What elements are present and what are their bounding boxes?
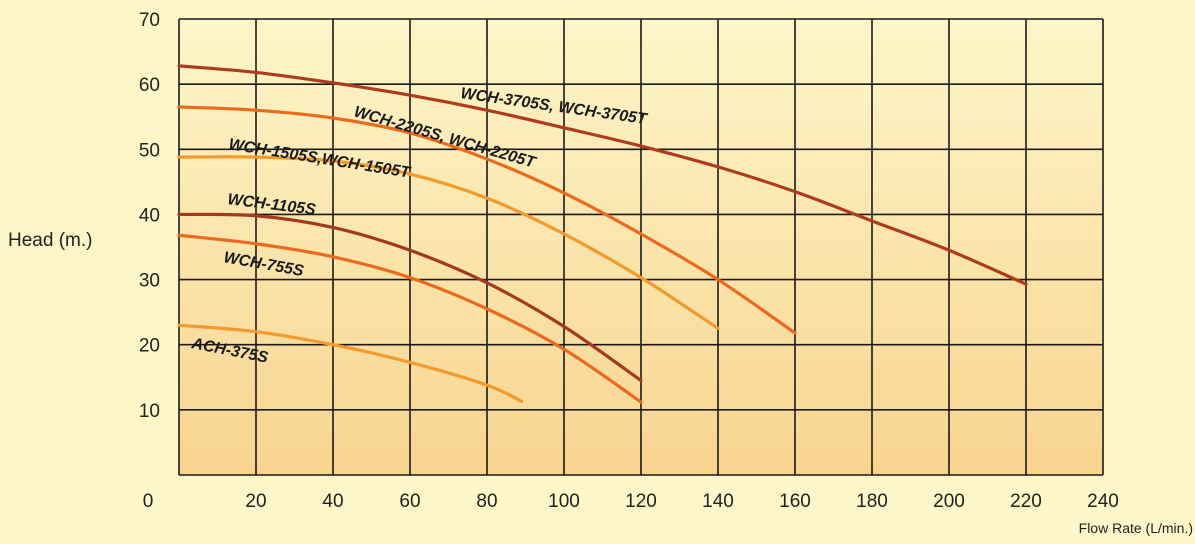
y-tick-label: 60 bbox=[139, 75, 160, 96]
x-tick-label: 100 bbox=[548, 491, 580, 512]
y-axis-label: Head (m.) bbox=[8, 230, 92, 251]
y-tick-label: 50 bbox=[139, 140, 160, 161]
y-tick-label: 30 bbox=[139, 271, 160, 292]
y-tick-label: 40 bbox=[139, 205, 160, 226]
y-tick-label: 70 bbox=[139, 10, 160, 31]
x-tick-label: 120 bbox=[625, 491, 657, 512]
x-tick-label: 240 bbox=[1087, 491, 1119, 512]
x-tick-label: 200 bbox=[933, 491, 965, 512]
series-line bbox=[177, 212, 643, 383]
x-tick-label: 60 bbox=[399, 491, 420, 512]
x-tick-label: 0 bbox=[143, 491, 154, 512]
x-axis-label: Flow Rate (L/min.) bbox=[1079, 520, 1193, 536]
x-tick-label: 140 bbox=[702, 491, 734, 512]
series-line bbox=[177, 323, 524, 403]
series-line bbox=[177, 105, 797, 335]
x-tick-label: 220 bbox=[1010, 491, 1042, 512]
x-tick-label: 180 bbox=[856, 491, 888, 512]
grid bbox=[178, 18, 1104, 476]
y-tick-label: 20 bbox=[139, 336, 160, 357]
x-tick-label: 80 bbox=[476, 491, 497, 512]
series-lines bbox=[177, 64, 1028, 404]
x-tick-label: 40 bbox=[322, 491, 343, 512]
tick-labels: 0 20 40 60 80 100 120 140 160 180 200 220 240 10 20 30 4… bbox=[139, 10, 1119, 512]
series-line bbox=[177, 233, 643, 404]
series-line bbox=[177, 155, 720, 331]
y-tick-label: 10 bbox=[139, 401, 160, 422]
series-line bbox=[177, 64, 1028, 286]
x-tick-label: 160 bbox=[779, 491, 811, 512]
x-tick-label: 20 bbox=[245, 491, 266, 512]
